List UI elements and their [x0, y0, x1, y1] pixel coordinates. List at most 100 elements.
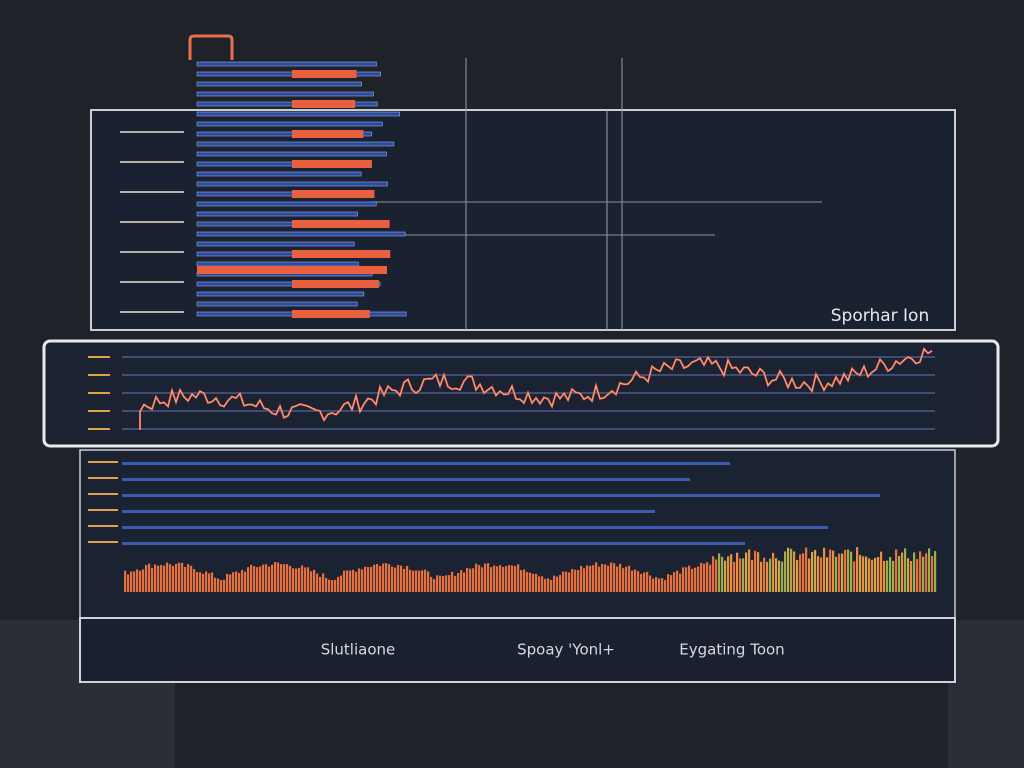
wave-bar	[136, 569, 139, 592]
wave-bar	[787, 547, 790, 592]
wave-bar	[703, 563, 706, 592]
wave-bar	[226, 573, 229, 592]
wave-bar	[715, 559, 718, 592]
wave-bar	[733, 561, 736, 592]
footer-label[interactable]: Spoay 'Yonl+	[517, 641, 615, 659]
wave-bar	[646, 571, 649, 592]
wave-bar	[277, 562, 280, 592]
wave-bar	[358, 568, 361, 592]
bar	[196, 91, 374, 97]
wave-bar	[187, 564, 190, 592]
footer-label[interactable]: Eygating Toon	[679, 641, 784, 659]
wave-bar	[514, 566, 517, 592]
wave-bar	[541, 576, 544, 592]
wave-bar	[307, 567, 310, 592]
wave-bar	[535, 573, 538, 592]
wave-bar	[802, 553, 805, 592]
wave-bar	[829, 549, 832, 592]
wave-bar	[685, 567, 688, 592]
wave-bar	[166, 562, 169, 592]
wave-bar	[595, 562, 598, 592]
wave-bar	[637, 571, 640, 592]
bar	[196, 81, 362, 87]
wave-bar	[640, 573, 643, 592]
wave-bar	[328, 579, 331, 592]
wave-bar	[652, 578, 655, 592]
bar	[196, 291, 365, 297]
wave-bar	[730, 554, 733, 592]
wave-bar	[409, 569, 412, 592]
wave-bar	[433, 579, 436, 592]
wave-bar	[142, 569, 145, 592]
wave-bar	[604, 564, 607, 592]
wave-bar	[250, 564, 253, 592]
wave-bar	[424, 569, 427, 592]
handle-icon	[188, 34, 234, 60]
wave-bar	[406, 565, 409, 592]
wave-bar	[253, 566, 256, 592]
wave-bar	[298, 567, 301, 592]
wave-bar	[157, 565, 160, 592]
wave-bar	[241, 569, 244, 592]
wave-bar	[172, 565, 175, 592]
wave-bar	[229, 574, 232, 592]
wave-bar	[214, 577, 217, 592]
wave-bar	[385, 563, 388, 592]
wave-bar	[259, 566, 262, 592]
wave-bar	[508, 565, 511, 592]
wave-bar	[877, 556, 880, 592]
wave-bar	[394, 567, 397, 592]
wave-bar	[823, 547, 826, 592]
bar	[196, 281, 381, 287]
wave-bar	[766, 561, 769, 592]
wave-bar	[868, 558, 871, 592]
wave-bar	[904, 548, 907, 592]
wave-bar	[553, 575, 556, 592]
wave-bar	[169, 564, 172, 592]
wave-bar	[931, 556, 934, 592]
bar-accent	[197, 266, 387, 274]
wave-bar	[799, 554, 802, 592]
wave-bar	[193, 569, 196, 592]
wave-bar	[517, 564, 520, 592]
wave-bar	[886, 560, 889, 592]
wave-bar	[739, 558, 742, 592]
wave-bar	[418, 570, 421, 592]
wave-bar	[127, 574, 130, 592]
wave-bar	[724, 560, 727, 592]
wave-bar	[697, 566, 700, 592]
wave-bar	[790, 548, 793, 592]
wave-bar	[184, 566, 187, 592]
bar	[122, 494, 880, 497]
wave-bar	[625, 566, 628, 592]
wave-bar	[316, 573, 319, 592]
wave-bar	[484, 563, 487, 592]
wave-bar	[901, 552, 904, 592]
wave-bar	[589, 565, 592, 592]
footer-label[interactable]: Slutliaone	[321, 641, 396, 659]
wave-bar	[844, 549, 847, 592]
wave-bar	[178, 562, 181, 592]
wave-bar	[349, 570, 352, 592]
wave-bar	[373, 564, 376, 592]
bar	[196, 121, 383, 127]
bar	[196, 71, 381, 77]
wave-bar	[388, 564, 391, 592]
wave-bar	[133, 571, 136, 592]
wave-bar	[580, 565, 583, 592]
wave-bar	[910, 561, 913, 592]
wave-bar	[814, 550, 817, 592]
bar	[196, 231, 406, 237]
wave-bar	[607, 565, 610, 592]
wave-bar	[430, 576, 433, 592]
wave-bar	[811, 551, 814, 592]
bar	[196, 261, 359, 267]
wave-bar	[310, 571, 313, 592]
wave-bar	[346, 570, 349, 592]
wave-bar	[922, 556, 925, 592]
wave-bar	[694, 567, 697, 592]
wave-bar	[322, 573, 325, 592]
bar-accent	[292, 160, 372, 168]
wave-bar	[709, 564, 712, 592]
